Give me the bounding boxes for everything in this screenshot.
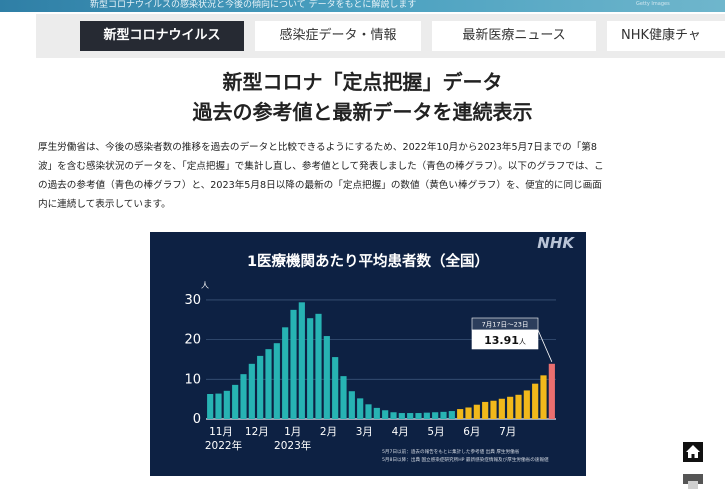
paragraph-line: 厚生労働省は、今後の感染者数の推移を過去のデータと比較できるようにするため、20… [38,142,597,153]
bar [248,363,255,419]
year-label: 2023年 [274,439,311,452]
banner-credit: Getty Images [636,1,670,7]
bar [348,391,355,419]
y-tick-label: 0 [193,412,201,427]
bar [357,398,364,419]
bar [315,313,322,419]
y-tick-label: 10 [184,372,201,387]
footnote-1: 5月7日以前：過去の報告をもとに集計した参考値 出典 厚生労働省 [382,448,520,455]
bar [490,400,497,419]
paragraph-line: 内に連続して表示しています。 [38,199,171,210]
bar [307,318,314,419]
y-tick-label: 30 [184,293,201,308]
annotation-value: 13.91人 [484,334,526,347]
bar [548,363,555,419]
bar [398,413,405,419]
bar [448,411,455,419]
bar [365,404,372,419]
bar [232,384,239,419]
bar [298,302,305,419]
x-tick-label: 2月 [320,426,337,438]
bookmark-button[interactable] [683,474,703,489]
bar [223,390,230,419]
bar [257,355,264,419]
bar [440,411,447,419]
bar [240,374,247,419]
page-title-line1: 新型コロナ「定点把握」データ [222,70,503,94]
bar [465,407,472,419]
x-tick-label: 12月 [245,426,269,438]
y-tick-label: 20 [184,333,201,348]
tab-nhk-health[interactable]: NHK健康チャ [607,21,725,51]
home-button[interactable] [683,442,703,462]
footnote-2: 5月8日以降：出典 国立感染症研究所HP 最新感染症情報及び厚生労働省の速報値 [382,456,549,463]
bar [207,393,214,419]
bar [515,394,522,419]
banner-text: 新型コロナウイルスの感染状況と今後の傾向について データをもとに解説します [90,0,417,10]
x-tick-label: 4月 [392,426,409,438]
tab-medical-news[interactable]: 最新医療ニュース [432,21,596,51]
patients-chart: NHK 1医療機関あたり平均患者数（全国） 人 0 10 20 30 11月 12月 1月 2… [150,232,586,476]
annotation-date: 7月17日～23日 [482,321,529,329]
annotation-value-box [471,329,539,350]
bar [407,413,414,419]
x-tick-label: 7月 [499,426,516,438]
nhk-logo: NHK [537,234,575,252]
bar [382,410,389,419]
bar [498,398,505,419]
bar [332,357,339,419]
bar [507,396,514,419]
bar [473,404,480,419]
bar [340,376,347,419]
page-title-line2: 過去の参考値と最新データを連続表示 [192,100,533,124]
year-label: 2022年 [205,439,242,452]
bar [540,375,547,419]
annotation-unit: 人 [519,338,526,346]
bar [532,383,539,419]
x-tick-label: 3月 [356,426,373,438]
bar [265,349,272,419]
category-nav: 新型コロナウイルス 感染症データ・情報 最新医療ニュース NHK健康チャ [36,14,725,58]
y-axis-unit: 人 [201,281,209,290]
bookmark-icon [688,481,698,489]
bar [457,409,464,419]
x-tick-label: 1月 [284,426,301,438]
bar [523,390,530,419]
bar [323,336,330,419]
paragraph-line: 波」を含む感染状況のデータを、「定点把握」で集計し直し、参考値として発表しました… [38,161,604,172]
top-banner: 新型コロナウイルスの感染状況と今後の傾向について データをもとに解説します Ge… [0,0,725,12]
home-icon [686,445,700,458]
bar [390,412,397,419]
paragraph-line: の過去の参考値（青色の棒グラフ）と、2023年5月8日以降の最新の「定点把握」の… [38,180,602,191]
tab-infection-data[interactable]: 感染症データ・情報 [255,21,421,51]
tab-new-corona[interactable]: 新型コロナウイルス [80,21,244,51]
bar [432,412,439,419]
bar [290,309,297,419]
bar [215,393,222,419]
bar [273,343,280,419]
x-tick-label: 11月 [209,426,233,438]
bar [482,401,489,419]
x-tick-label: 5月 [427,426,444,438]
annotation-leader [537,329,553,362]
bar [423,412,430,419]
chart-title: 1医療機関あたり平均患者数（全国） [247,252,489,270]
x-tick-label: 6月 [463,426,480,438]
bar [282,327,289,419]
article-paragraph: 厚生労働省は、今後の感染者数の推移を過去のデータと比較できるようにするため、20… [38,138,698,214]
bar [373,407,380,419]
bar [415,413,422,419]
